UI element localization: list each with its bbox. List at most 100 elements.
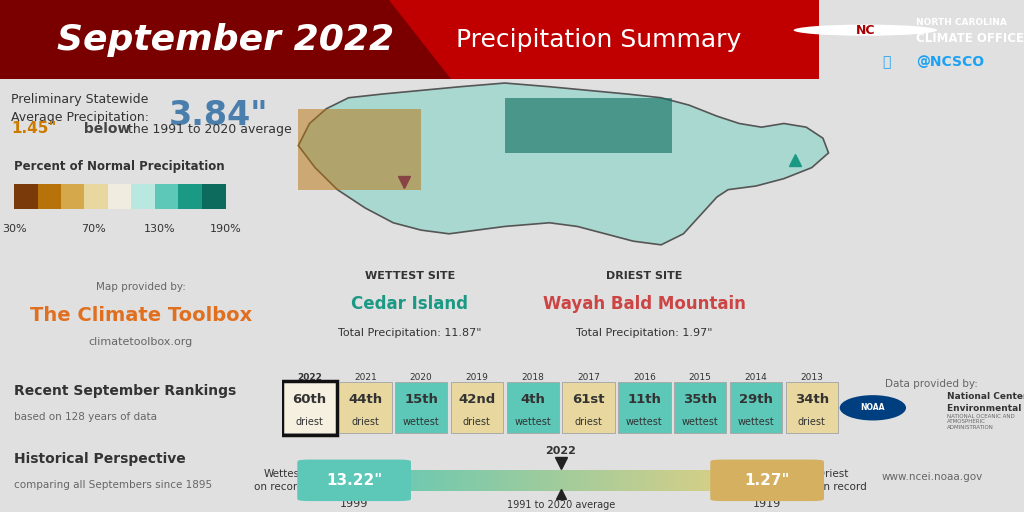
Bar <box>618 382 671 433</box>
Bar <box>447 470 451 491</box>
Bar <box>702 470 705 491</box>
Bar <box>602 470 604 491</box>
Bar <box>538 470 541 491</box>
Bar <box>399 470 402 491</box>
Bar <box>499 470 501 491</box>
Bar <box>283 381 337 435</box>
Bar <box>738 470 741 491</box>
Bar <box>640 470 642 491</box>
Bar <box>577 470 579 491</box>
Text: 3.84": 3.84" <box>169 99 268 132</box>
Bar <box>502 470 504 491</box>
Text: 1991 to 2020 average: 1991 to 2020 average <box>507 500 614 510</box>
Text: 35th: 35th <box>683 393 717 406</box>
Bar <box>656 470 659 491</box>
Bar <box>768 470 771 491</box>
Text: 34th: 34th <box>795 393 828 406</box>
Text: 190%: 190% <box>209 224 242 234</box>
Text: September 2022: September 2022 <box>56 23 394 57</box>
Bar <box>762 470 764 491</box>
Bar <box>531 470 534 491</box>
Text: WETTEST SITE: WETTEST SITE <box>365 271 455 281</box>
Text: 11th: 11th <box>628 393 662 406</box>
Bar <box>367 470 370 491</box>
Bar <box>617 470 620 491</box>
Bar <box>581 470 583 491</box>
Bar <box>637 470 640 491</box>
Text: CLIMATE OFFICE: CLIMATE OFFICE <box>916 32 1024 45</box>
Text: 1.45": 1.45" <box>11 121 56 136</box>
Bar <box>565 470 567 491</box>
Bar <box>667 470 670 491</box>
Text: climatetoolbox.org: climatetoolbox.org <box>89 337 193 347</box>
Text: 2020: 2020 <box>410 373 432 382</box>
Bar <box>503 470 505 491</box>
Bar <box>525 470 527 491</box>
Bar <box>425 470 427 491</box>
Bar <box>689 470 692 491</box>
Text: wettest: wettest <box>737 417 774 427</box>
Bar <box>358 470 361 491</box>
Polygon shape <box>505 98 673 153</box>
Bar <box>417 470 419 491</box>
Polygon shape <box>389 0 819 79</box>
Bar <box>366 470 368 491</box>
Text: @NCSCO: @NCSCO <box>916 55 985 69</box>
Bar <box>649 470 652 491</box>
Bar <box>574 470 578 491</box>
Bar <box>651 470 653 491</box>
Bar <box>403 470 407 491</box>
Bar <box>507 470 510 491</box>
Bar <box>712 470 715 491</box>
Bar <box>608 470 611 491</box>
Bar <box>442 470 444 491</box>
Bar <box>552 470 555 491</box>
Bar <box>588 470 590 491</box>
Bar <box>385 470 388 491</box>
Bar <box>477 470 480 491</box>
Bar <box>633 470 635 491</box>
Bar <box>458 470 460 491</box>
Bar <box>472 470 474 491</box>
Bar <box>622 470 624 491</box>
Bar <box>688 470 690 491</box>
Bar <box>395 382 447 433</box>
Bar <box>745 470 749 491</box>
Text: wettest: wettest <box>682 417 719 427</box>
Bar <box>391 470 393 491</box>
Bar <box>350 470 352 491</box>
Bar <box>570 470 573 491</box>
Bar <box>500 470 503 491</box>
Bar <box>532 470 535 491</box>
Text: driest: driest <box>798 417 825 427</box>
Bar <box>474 470 477 491</box>
Bar <box>355 470 358 491</box>
Bar <box>636 470 638 491</box>
Bar <box>411 470 414 491</box>
Bar <box>418 470 421 491</box>
Bar <box>481 470 484 491</box>
Bar <box>402 470 404 491</box>
Bar <box>708 470 711 491</box>
Text: Data provided by:: Data provided by: <box>886 379 978 389</box>
Bar <box>748 470 750 491</box>
Bar <box>389 470 392 491</box>
Bar <box>632 470 634 491</box>
Bar <box>719 470 722 491</box>
Bar <box>682 470 685 491</box>
Bar <box>674 382 726 433</box>
Bar <box>507 382 559 433</box>
Bar <box>700 470 703 491</box>
Bar <box>757 470 760 491</box>
Bar <box>625 470 627 491</box>
Bar <box>592 470 594 491</box>
Bar <box>487 470 489 491</box>
Text: Driest
on record: Driest on record <box>817 468 867 492</box>
Bar <box>770 470 772 491</box>
Bar <box>378 470 381 491</box>
Bar <box>658 470 660 491</box>
Text: 2016: 2016 <box>633 373 655 382</box>
Bar <box>551 470 553 491</box>
Bar <box>451 470 453 491</box>
Bar <box>543 470 545 491</box>
